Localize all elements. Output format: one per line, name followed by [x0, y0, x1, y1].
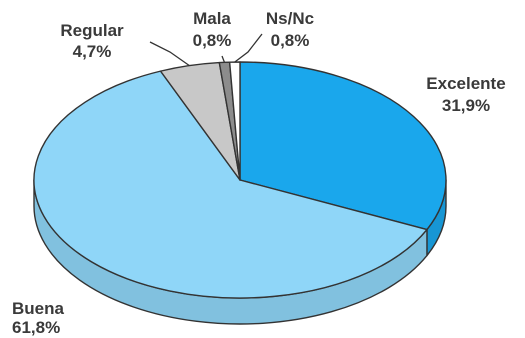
leader-line-mala: [221, 55, 226, 63]
slice-value-excelente: 31,9%: [442, 96, 490, 115]
leader-line-regular: [149, 41, 190, 67]
leader-line-ns-nc: [234, 33, 263, 63]
slice-buena: [33, 70, 428, 299]
pie-top-slices: [33, 61, 447, 299]
slice-value-buena: 61,8%: [12, 318, 60, 337]
slice-excelente: [239, 61, 447, 231]
slice-value-nsnc: 0,8%: [271, 31, 310, 50]
slice-value-mala: 0,8%: [193, 31, 232, 50]
slice-label-nsnc: Ns/Nc: [266, 9, 314, 28]
leader-lines: [149, 33, 263, 67]
slice-label-buena: Buena: [12, 299, 65, 318]
slice-value-regular: 4,7%: [73, 42, 112, 61]
slice-label-regular: Regular: [60, 21, 124, 40]
slice-label-mala: Mala: [193, 9, 231, 28]
slice-label-excelente: Excelente: [426, 74, 505, 93]
